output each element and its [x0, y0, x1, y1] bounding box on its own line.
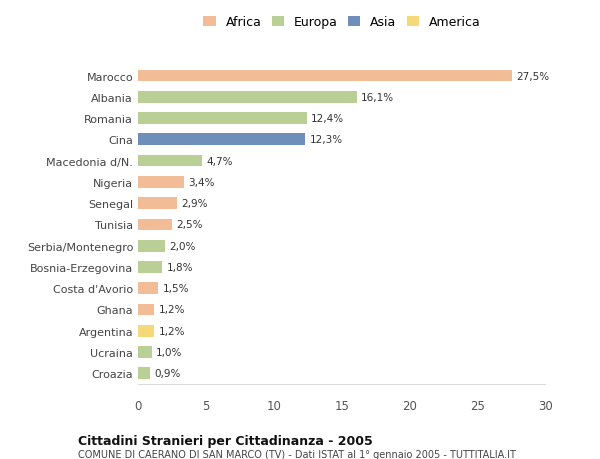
Text: 0,9%: 0,9% [154, 369, 181, 379]
Bar [138, 325, 154, 337]
Bar [138, 177, 184, 188]
Bar [138, 347, 152, 358]
Bar [138, 113, 307, 125]
Bar [138, 92, 357, 103]
Text: 2,9%: 2,9% [182, 199, 208, 209]
Bar [138, 368, 150, 379]
Text: 1,0%: 1,0% [155, 347, 182, 357]
Text: 1,5%: 1,5% [163, 284, 189, 294]
Bar [138, 198, 178, 209]
Text: Cittadini Stranieri per Cittadinanza - 2005: Cittadini Stranieri per Cittadinanza - 2… [78, 434, 373, 447]
Text: 1,2%: 1,2% [158, 305, 185, 315]
Bar [138, 134, 305, 146]
Text: 27,5%: 27,5% [516, 71, 549, 81]
Text: 2,5%: 2,5% [176, 220, 203, 230]
Text: 12,3%: 12,3% [310, 135, 343, 145]
Text: COMUNE DI CAERANO DI SAN MARCO (TV) - Dati ISTAT al 1° gennaio 2005 - TUTTITALIA: COMUNE DI CAERANO DI SAN MARCO (TV) - Da… [78, 449, 516, 459]
Bar [138, 156, 202, 167]
Bar [138, 241, 165, 252]
Text: 2,0%: 2,0% [169, 241, 196, 251]
Bar [138, 71, 512, 82]
Text: 16,1%: 16,1% [361, 93, 394, 102]
Text: 1,8%: 1,8% [167, 263, 193, 272]
Bar [138, 283, 158, 294]
Bar [138, 262, 163, 273]
Text: 3,4%: 3,4% [188, 178, 215, 187]
Text: 1,2%: 1,2% [158, 326, 185, 336]
Text: 12,4%: 12,4% [311, 114, 344, 124]
Bar [138, 219, 172, 231]
Bar [138, 304, 154, 316]
Legend: Africa, Europa, Asia, America: Africa, Europa, Asia, America [200, 14, 484, 32]
Text: 4,7%: 4,7% [206, 156, 233, 166]
